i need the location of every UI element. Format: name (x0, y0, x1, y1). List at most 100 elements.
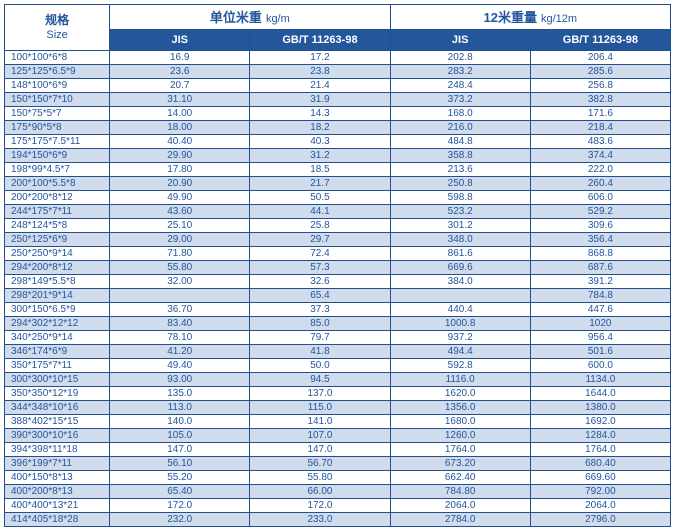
cell: 256.8 (530, 79, 670, 93)
cell: 206.4 (530, 51, 670, 65)
cell: 113.0 (110, 401, 250, 415)
table-row: 340*250*9*1478.1079.7937.2956.4 (5, 331, 671, 345)
cell: 300*300*10*15 (5, 373, 110, 387)
table-row: 396*199*7*1156.1056.70673.20680.40 (5, 457, 671, 471)
header-section-2-unit: kg/12m (541, 13, 577, 25)
cell: 37.3 (250, 303, 390, 317)
cell: 43.60 (110, 205, 250, 219)
cell: 150*150*7*10 (5, 93, 110, 107)
table-row: 298*149*5.5*832.0032.6384.0391.2 (5, 275, 671, 289)
cell: 250*125*6*9 (5, 233, 110, 247)
col-gb-2: GB/T 11263-98 (530, 30, 670, 51)
cell: 85.0 (250, 317, 390, 331)
cell: 107.0 (250, 429, 390, 443)
cell: 194*150*6*9 (5, 149, 110, 163)
cell: 501.6 (530, 345, 670, 359)
cell: 41.20 (110, 345, 250, 359)
cell (110, 289, 250, 303)
table-row: 198*99*4.5*717.8018.5213.6222.0 (5, 163, 671, 177)
cell: 148*100*6*9 (5, 79, 110, 93)
cell: 400*150*8*13 (5, 471, 110, 485)
cell: 600.0 (530, 359, 670, 373)
cell: 233.0 (250, 513, 390, 527)
cell: 350*350*12*19 (5, 387, 110, 401)
cell: 55.20 (110, 471, 250, 485)
cell: 373.2 (390, 93, 530, 107)
cell: 484.8 (390, 135, 530, 149)
header-size-cn: 规格 (5, 13, 109, 29)
cell: 135.0 (110, 387, 250, 401)
table-row: 346*174*6*941.2041.8494.4501.6 (5, 345, 671, 359)
cell: 20.7 (110, 79, 250, 93)
cell: 294*200*8*12 (5, 261, 110, 275)
cell: 40.40 (110, 135, 250, 149)
cell: 529.2 (530, 205, 670, 219)
cell: 31.9 (250, 93, 390, 107)
cell: 172.0 (110, 499, 250, 513)
cell: 222.0 (530, 163, 670, 177)
cell: 447.6 (530, 303, 670, 317)
cell: 669.60 (530, 471, 670, 485)
cell: 44.1 (250, 205, 390, 219)
cell: 250.8 (390, 177, 530, 191)
cell: 861.6 (390, 247, 530, 261)
cell: 1380.0 (530, 401, 670, 415)
table-row: 298*201*9*1465.4784.8 (5, 289, 671, 303)
table-row: 350*350*12*19135.0137.01620.01644.0 (5, 387, 671, 401)
cell: 140.0 (110, 415, 250, 429)
table-row: 250*250*9*1471.8072.4861.6868.8 (5, 247, 671, 261)
cell: 344*348*10*16 (5, 401, 110, 415)
cell: 687.6 (530, 261, 670, 275)
cell: 592.8 (390, 359, 530, 373)
cell: 2784.0 (390, 513, 530, 527)
cell: 1284.0 (530, 429, 670, 443)
cell: 1692.0 (530, 415, 670, 429)
cell: 1620.0 (390, 387, 530, 401)
table-row: 150*75*5*714.0014.3168.0171.6 (5, 107, 671, 121)
cell: 598.8 (390, 191, 530, 205)
cell: 172.0 (250, 499, 390, 513)
cell: 147.0 (110, 443, 250, 457)
cell: 29.00 (110, 233, 250, 247)
table-row: 248*124*5*825.1025.8301.2309.6 (5, 219, 671, 233)
cell: 41.8 (250, 345, 390, 359)
cell: 40.3 (250, 135, 390, 149)
cell: 294*302*12*12 (5, 317, 110, 331)
cell: 29.90 (110, 149, 250, 163)
table-row: 244*175*7*1143.6044.1523.2529.2 (5, 205, 671, 219)
cell: 350*175*7*11 (5, 359, 110, 373)
cell: 32.00 (110, 275, 250, 289)
cell: 384.0 (390, 275, 530, 289)
table-row: 344*348*10*16113.0115.01356.01380.0 (5, 401, 671, 415)
cell: 83.40 (110, 317, 250, 331)
table-row: 148*100*6*920.721.4248.4256.8 (5, 79, 671, 93)
cell: 137.0 (250, 387, 390, 401)
cell: 1020 (530, 317, 670, 331)
table-row: 200*100*5.5*820.9021.7250.8260.4 (5, 177, 671, 191)
cell: 20.90 (110, 177, 250, 191)
cell: 18.2 (250, 121, 390, 135)
cell: 2796.0 (530, 513, 670, 527)
table-row: 125*125*6.5*923.623.8283.2285.6 (5, 65, 671, 79)
cell: 78.10 (110, 331, 250, 345)
header-section-2: 12米重量kg/12m (390, 5, 670, 30)
cell: 16.9 (110, 51, 250, 65)
cell: 65.4 (250, 289, 390, 303)
cell: 55.80 (250, 471, 390, 485)
cell: 23.8 (250, 65, 390, 79)
table-row: 200*200*8*1249.9050.5598.8606.0 (5, 191, 671, 205)
cell: 250*250*9*14 (5, 247, 110, 261)
cell: 669.6 (390, 261, 530, 275)
cell: 36.70 (110, 303, 250, 317)
cell: 17.2 (250, 51, 390, 65)
cell: 390*300*10*16 (5, 429, 110, 443)
cell: 298*201*9*14 (5, 289, 110, 303)
cell: 29.7 (250, 233, 390, 247)
cell: 14.3 (250, 107, 390, 121)
cell: 400*400*13*21 (5, 499, 110, 513)
cell: 94.5 (250, 373, 390, 387)
cell: 50.0 (250, 359, 390, 373)
col-gb-1: GB/T 11263-98 (250, 30, 390, 51)
cell: 200*100*5.5*8 (5, 177, 110, 191)
table-row: 250*125*6*929.0029.7348.0356.4 (5, 233, 671, 247)
